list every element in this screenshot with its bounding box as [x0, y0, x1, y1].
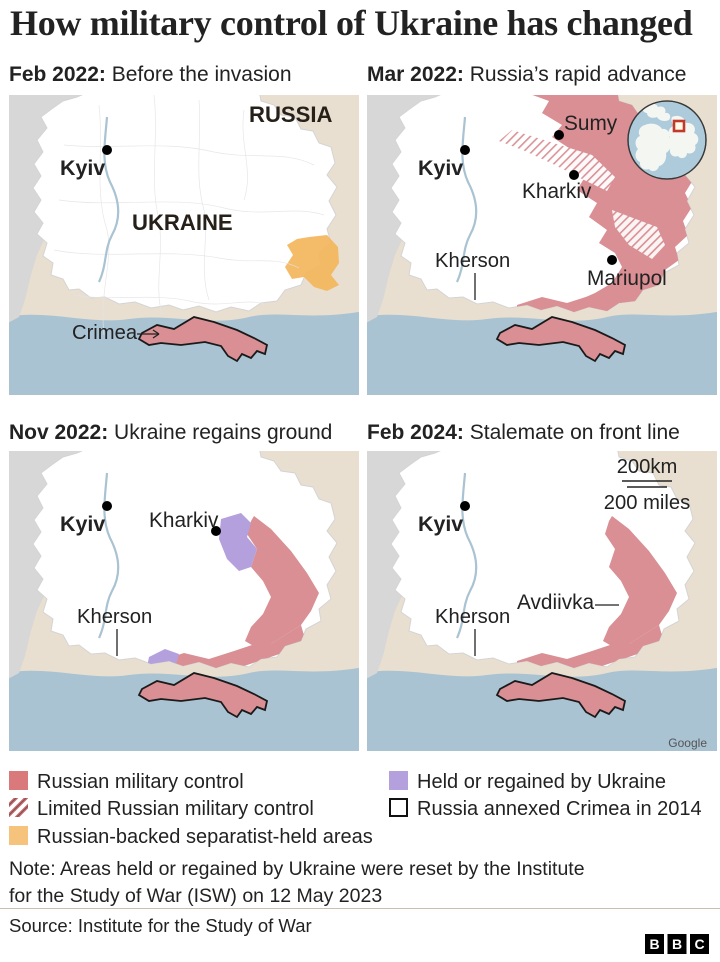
svg-text:Crimea: Crimea	[72, 322, 138, 344]
svg-text:C: C	[694, 936, 704, 952]
svg-text:Mariupol: Mariupol	[587, 267, 667, 290]
svg-text:Kharkiv: Kharkiv	[149, 509, 219, 532]
svg-text:Kherson: Kherson	[435, 250, 510, 272]
svg-text:B: B	[672, 936, 682, 952]
svg-text:Kyiv: Kyiv	[60, 156, 105, 180]
svg-text:Kyiv: Kyiv	[418, 156, 463, 180]
svg-text:Google: Google	[668, 736, 707, 750]
svg-text:200 miles: 200 miles	[604, 492, 690, 514]
svg-text:Kherson: Kherson	[77, 606, 152, 628]
svg-text:Kherson: Kherson	[435, 606, 510, 628]
svg-text:Sumy: Sumy	[564, 112, 618, 135]
svg-text:B: B	[649, 936, 659, 952]
svg-text:Avdiivka: Avdiivka	[517, 591, 594, 614]
svg-text:Kyiv: Kyiv	[418, 512, 463, 536]
svg-text:UKRAINE: UKRAINE	[132, 210, 233, 235]
svg-text:Kharkiv: Kharkiv	[522, 180, 592, 203]
svg-text:Kyiv: Kyiv	[60, 512, 105, 536]
svg-text:RUSSIA: RUSSIA	[249, 102, 333, 127]
svg-text:200km: 200km	[617, 456, 678, 478]
